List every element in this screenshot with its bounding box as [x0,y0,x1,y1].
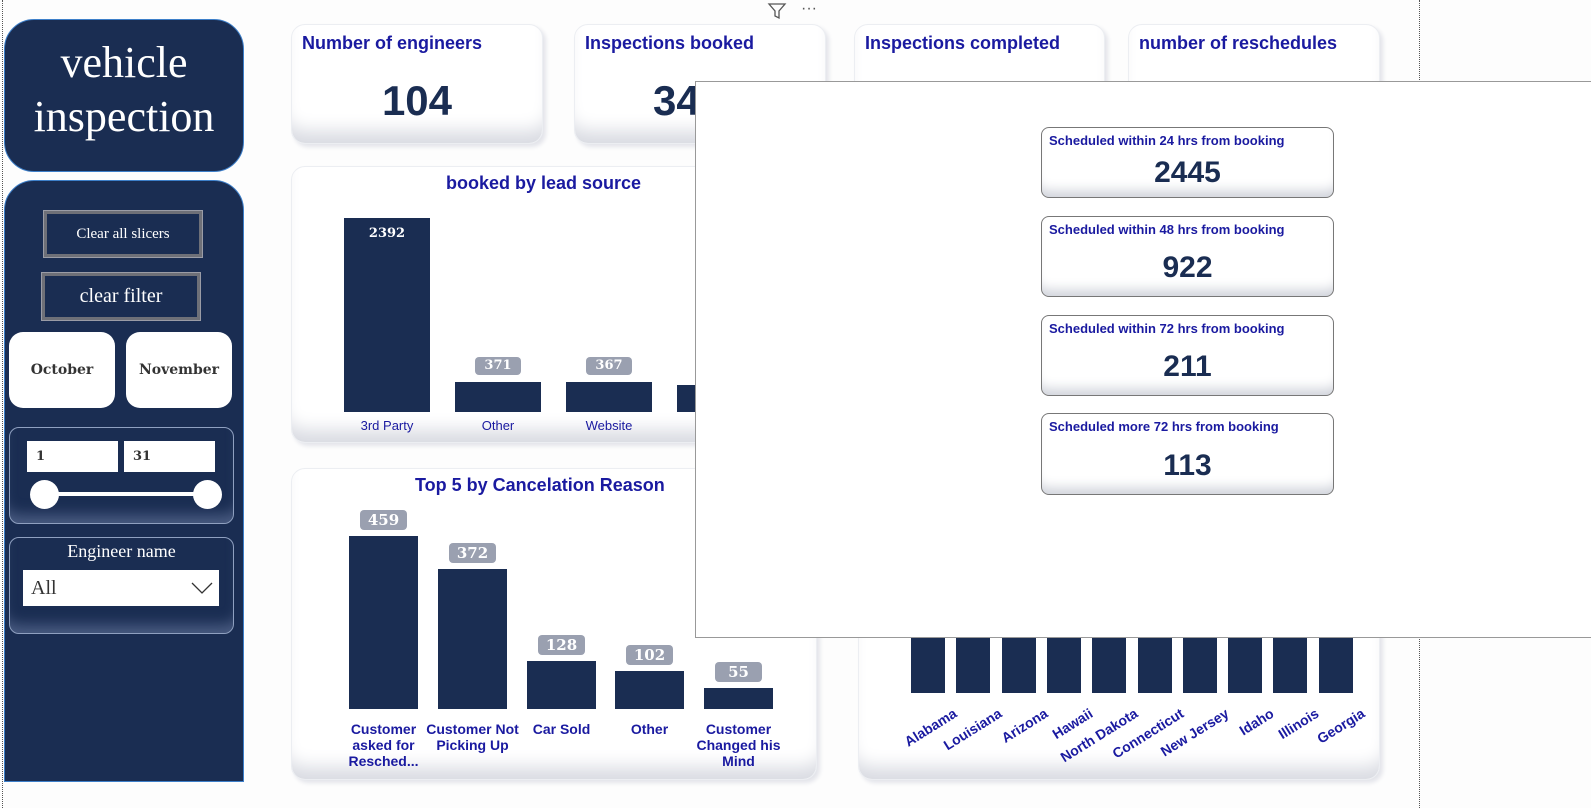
chart-title: booked by lead source [446,173,642,193]
card-title: Scheduled within 24 hrs from booking [1049,133,1285,148]
range-slider-max-handle[interactable] [193,480,222,509]
more-options-icon[interactable]: ··· [801,0,817,17]
engineer-dropdown-value: All [31,577,57,599]
canvas-left-border [2,0,3,808]
bar [615,670,684,709]
day-range-slicer [9,427,234,524]
month-october-tile[interactable]: October [9,332,115,408]
data-label: 459 [360,510,407,530]
x-axis-label: 3rd Party [360,418,414,433]
clear-all-slicers-button[interactable]: Clear all slicers [43,210,203,258]
kpi-card-engineers: Number of engineers 104 [291,24,543,144]
chevron-down-icon [191,582,213,594]
data-label: 2392 [368,226,406,241]
x-axis-label: Other [630,721,669,737]
bar [527,660,596,709]
card-title: Scheduled more 72 hrs from booking [1049,419,1279,434]
x-axis-label: Customer asked for Resched... [348,721,419,769]
bar [349,536,418,709]
kpi-title: Inspections booked [585,33,755,53]
engineer-dropdown[interactable]: All [23,570,219,606]
clear-filter-button[interactable]: clear filter [41,272,201,321]
x-axis-label: Website [585,418,633,433]
engineer-slicer [9,537,234,634]
x-axis-label: Georgia [1313,705,1368,747]
x-axis-label: Other [481,418,515,433]
report-title: vehicle inspection [4,19,244,172]
x-axis-label: Car Sold [532,721,591,737]
card-value: 922 [1162,251,1213,284]
kpi-title: Inspections completed [865,33,1061,53]
schedule-card: Scheduled within 48 hrs from booking 922 [1041,216,1334,297]
month-november-tile[interactable]: November [126,332,232,408]
chart-title: Top 5 by Cancelation Reason [415,475,665,495]
day-to-input[interactable]: 31 [124,441,215,472]
bar [455,381,541,412]
engineer-slicer-label: Engineer name [67,541,176,561]
x-axis-label: Customer Not Picking Up [426,721,519,753]
kpi-title: Number of engineers [302,33,483,53]
data-label: 372 [449,542,496,563]
x-axis-label: Customer Changed his Mind [696,721,781,769]
bar [438,568,507,709]
filter-icon[interactable] [767,1,787,21]
data-label: 128 [538,634,585,655]
data-label: 367 [586,357,632,376]
card-value: 2445 [1154,156,1221,189]
kpi-value: 104 [381,77,453,124]
bar [704,688,773,709]
range-slider-track[interactable] [44,492,207,496]
schedule-card: Scheduled within 72 hrs from booking 211 [1041,315,1334,396]
kpi-value: 34 [653,77,700,124]
data-label: 371 [475,356,521,375]
range-slider-min-handle[interactable] [30,480,59,509]
data-label: 102 [626,644,673,665]
data-label: 55 [715,662,762,683]
card-title: Scheduled within 48 hrs from booking [1049,222,1285,237]
bar [344,218,430,412]
kpi-title: number of reschedules [1139,33,1338,53]
card-value: 113 [1163,449,1212,482]
schedule-card: Scheduled more 72 hrs from booking 113 [1041,413,1334,495]
bar [566,382,652,412]
card-title: Scheduled within 72 hrs from booking [1049,321,1285,336]
day-from-input[interactable]: 1 [27,441,118,472]
schedule-card: Scheduled within 24 hrs from booking 2445 [1041,127,1334,198]
card-value: 211 [1163,350,1212,383]
